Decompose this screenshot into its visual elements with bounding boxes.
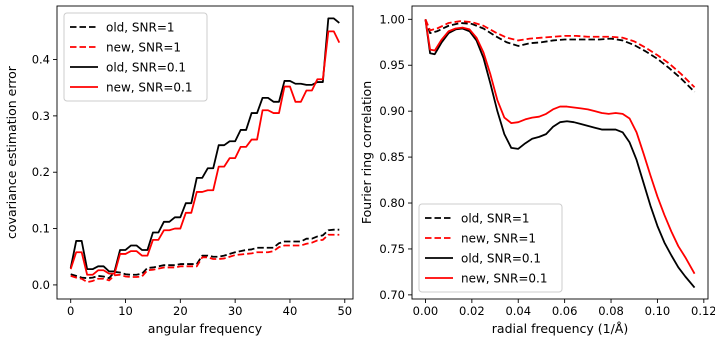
x-tick-label: 0.10 [645, 304, 671, 318]
x-tick-label: 30 [228, 304, 243, 318]
legend-box [418, 203, 563, 293]
x-tick-label: 40 [283, 304, 298, 318]
series-line-2 [424, 18, 696, 88]
legend-label: old, SNR=0.1 [461, 252, 541, 266]
y-tick-label: 0.3 [32, 109, 50, 123]
x-tick-label: 50 [337, 304, 352, 318]
y-axis-label: Fourier ring correlation [359, 81, 374, 224]
y-tick-label: 1.00 [379, 12, 405, 26]
x-tick-label: 0.00 [413, 304, 439, 318]
x-tick-label: 0.06 [552, 304, 578, 318]
legend: old, SNR=1 new, SNR=1 old, SNR=0.1 new, SNR… [63, 12, 208, 102]
y-tick-label: 0.70 [379, 288, 405, 302]
y-tick-label: 0.2 [32, 165, 50, 179]
x-axis-label: angular frequency [148, 321, 263, 336]
series-line-3 [424, 19, 696, 289]
y-tick-label: 0.85 [379, 150, 405, 164]
y-tick-label: 0.80 [379, 196, 405, 210]
legend-label: old, SNR=1 [461, 212, 530, 226]
legend-label: old, SNR=1 [106, 21, 175, 35]
series-group [69, 17, 341, 284]
series-line-1 [424, 19, 696, 93]
series-line-2 [70, 233, 340, 284]
series-line-4 [69, 30, 341, 276]
legend-label: old, SNR=0.1 [106, 61, 186, 75]
y-tick-label: 0.90 [379, 104, 405, 118]
panel-1: 0 10 20 30 40 50 0.0 0.1 0.2 0.3 0.4 angular freque… [4, 5, 354, 336]
series-line-4 [424, 19, 696, 275]
y-tick-label: 0.1 [32, 222, 50, 236]
x-tick-label: 0.04 [505, 304, 531, 318]
legend-label: new, SNR=1 [106, 41, 181, 55]
series-group [424, 18, 696, 289]
y-axis-label: covariance estimation error [4, 65, 19, 239]
x-tick-label: 0 [67, 304, 74, 318]
legend-box [63, 12, 208, 102]
x-tick-label: 0.08 [598, 304, 624, 318]
legend-label: new, SNR=1 [461, 232, 536, 246]
x-axis-label: radial frequency (1/Å) [492, 321, 628, 336]
y-tick-label: 0.95 [379, 58, 405, 72]
axes-frame [411, 5, 709, 300]
legend: old, SNR=1 new, SNR=1 old, SNR=0.1 new, SNR… [418, 203, 563, 293]
x-tick-label: 0.02 [459, 304, 485, 318]
x-tick-label: 0.12 [691, 304, 715, 318]
y-tick-label: 0.75 [379, 242, 405, 256]
y-tick-label: 0.0 [32, 278, 50, 292]
axes-frame [56, 5, 354, 300]
x-tick-label: 20 [173, 304, 188, 318]
legend-label: new, SNR=0.1 [106, 81, 193, 95]
panel-2: 0.00 0.02 0.04 0.06 0.08 0.10 0.12 0.70 0.75 0.80… [359, 5, 715, 336]
legend-label: new, SNR=0.1 [461, 272, 548, 286]
x-tick-label: 10 [118, 304, 133, 318]
y-tick-label: 0.4 [32, 53, 50, 67]
